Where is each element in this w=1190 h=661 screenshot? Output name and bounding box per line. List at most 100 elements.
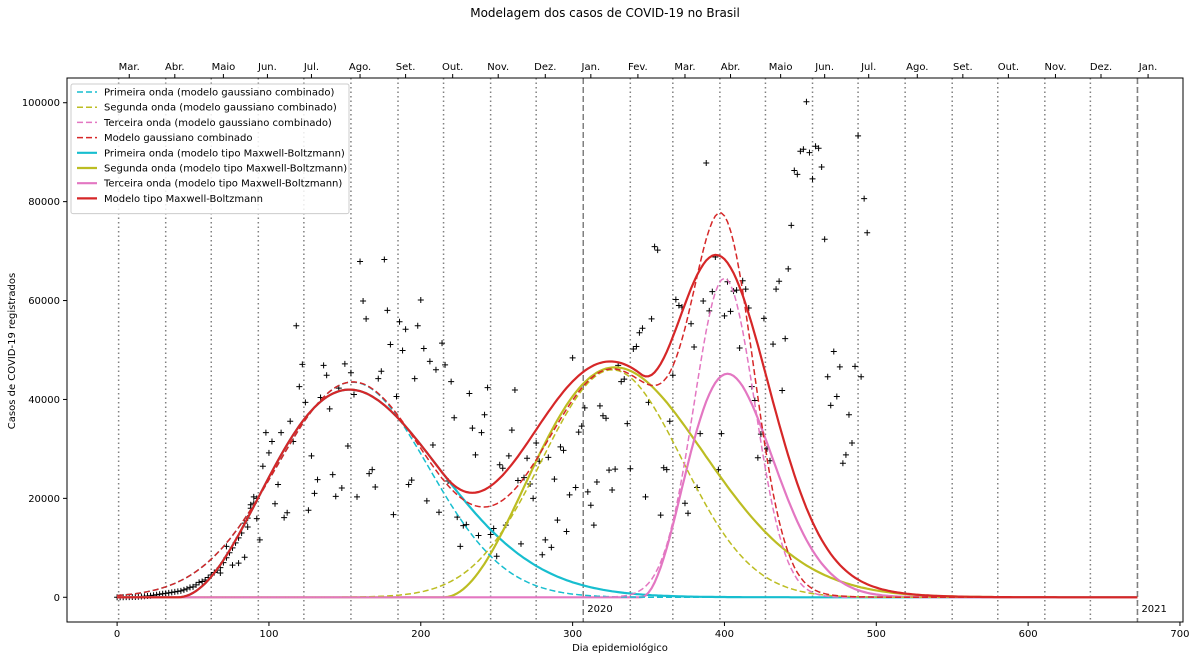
observed-point — [599, 412, 606, 419]
observed-point — [183, 585, 190, 592]
legend-label: Modelo tipo Maxwell-Boltzmann — [104, 194, 263, 205]
observed-point — [363, 315, 370, 322]
observed-point — [347, 369, 354, 376]
observed-point — [727, 308, 734, 315]
observed-point — [253, 515, 260, 522]
year-label: 2021 — [1141, 604, 1166, 615]
observed-point — [338, 484, 345, 491]
x-tick-label: 200 — [411, 629, 430, 640]
observed-point — [776, 278, 783, 285]
top-month-label: Maio — [769, 62, 793, 73]
x-axis-label: Dia epidemiológico — [572, 642, 668, 654]
observed-point — [514, 477, 521, 484]
observed-point — [423, 497, 430, 504]
top-month-label: Set. — [396, 62, 416, 73]
observed-point — [405, 481, 412, 488]
observed-point — [709, 288, 716, 295]
y-tick-label: 60000 — [28, 296, 60, 307]
top-month-label: Ago. — [349, 62, 371, 73]
observed-point — [448, 378, 455, 385]
x-tick-label: 500 — [867, 629, 886, 640]
observed-point — [861, 195, 868, 202]
observed-point — [457, 543, 464, 550]
series-line — [117, 212, 1138, 599]
observed-point — [278, 429, 285, 436]
observed-point — [244, 524, 251, 531]
x-tick-label: 700 — [1170, 629, 1189, 640]
observed-point — [411, 375, 418, 382]
observed-point — [584, 488, 591, 495]
observed-point — [821, 236, 828, 243]
observed-point — [618, 378, 625, 385]
observed-point — [193, 581, 200, 588]
observed-point — [842, 451, 849, 458]
observed-point — [651, 243, 658, 250]
observed-point — [360, 298, 367, 305]
observed-point — [496, 461, 503, 468]
top-month-label: Jan. — [1138, 62, 1158, 73]
observed-point — [275, 481, 282, 488]
observed-point — [399, 347, 406, 354]
observed-point — [572, 484, 579, 491]
observed-point — [563, 528, 570, 535]
observed-point — [630, 346, 637, 353]
observed-point — [344, 442, 351, 449]
observed-point — [551, 476, 558, 483]
observed-point — [475, 532, 482, 539]
observed-point — [524, 455, 531, 462]
y-axis-ticks: 0 20000 40000 60000 80000 100000 — [22, 98, 67, 604]
observed-point — [797, 148, 804, 155]
observed-point — [624, 420, 631, 427]
legend-label: Segunda onda (modelo tipo Maxwell-Boltzm… — [104, 164, 347, 175]
top-month-label: Dez. — [534, 62, 556, 73]
observed-point — [499, 465, 506, 472]
observed-point — [308, 452, 315, 459]
observed-point — [833, 393, 840, 400]
top-month-label: Mar. — [119, 62, 140, 73]
observed-point — [566, 491, 573, 498]
y-tick-label: 40000 — [28, 395, 60, 406]
observed-point — [666, 418, 673, 425]
observed-point — [606, 467, 613, 474]
observed-point — [791, 167, 798, 174]
observed-point — [247, 501, 254, 508]
observed-point — [396, 318, 403, 325]
observed-point — [782, 335, 789, 342]
observed-point — [575, 429, 582, 436]
observed-point — [268, 438, 275, 445]
observed-point — [839, 460, 846, 467]
observed-point — [439, 340, 446, 347]
top-month-ticks: Mar. Abr. Maio Jun. Jul. Ago. Set. Out. Nov. Dez.… — [119, 62, 1158, 78]
observed-point — [305, 507, 312, 514]
observed-point — [785, 265, 792, 272]
y-tick-label: 0 — [54, 593, 60, 604]
observed-point — [827, 402, 834, 409]
top-month-label: Set. — [953, 62, 973, 73]
top-month-label: Abr. — [721, 62, 741, 73]
observed-point — [387, 341, 394, 348]
observed-point — [235, 560, 242, 567]
observed-point — [675, 302, 682, 309]
observed-point — [845, 411, 852, 418]
observed-point — [259, 463, 266, 470]
observed-point — [557, 443, 564, 450]
observed-point — [733, 287, 740, 294]
top-month-label: Ago. — [906, 62, 928, 73]
observed-point — [824, 373, 831, 380]
observed-point — [657, 512, 664, 519]
observed-point — [770, 341, 777, 348]
observed-point — [691, 344, 698, 351]
observed-point — [587, 502, 594, 509]
observed-point — [809, 175, 816, 182]
legend-label: Primeira onda (modelo gaussiano combinad… — [104, 88, 334, 99]
observed-point — [794, 171, 801, 178]
observed-point — [177, 587, 184, 594]
observed-point — [432, 366, 439, 373]
top-month-label: Mar. — [674, 62, 695, 73]
top-month-label: Jan. — [581, 62, 601, 73]
observed-point — [773, 286, 780, 293]
observed-point — [836, 363, 843, 370]
observed-point — [548, 544, 555, 551]
observed-point — [736, 345, 743, 352]
observed-point — [478, 429, 485, 436]
